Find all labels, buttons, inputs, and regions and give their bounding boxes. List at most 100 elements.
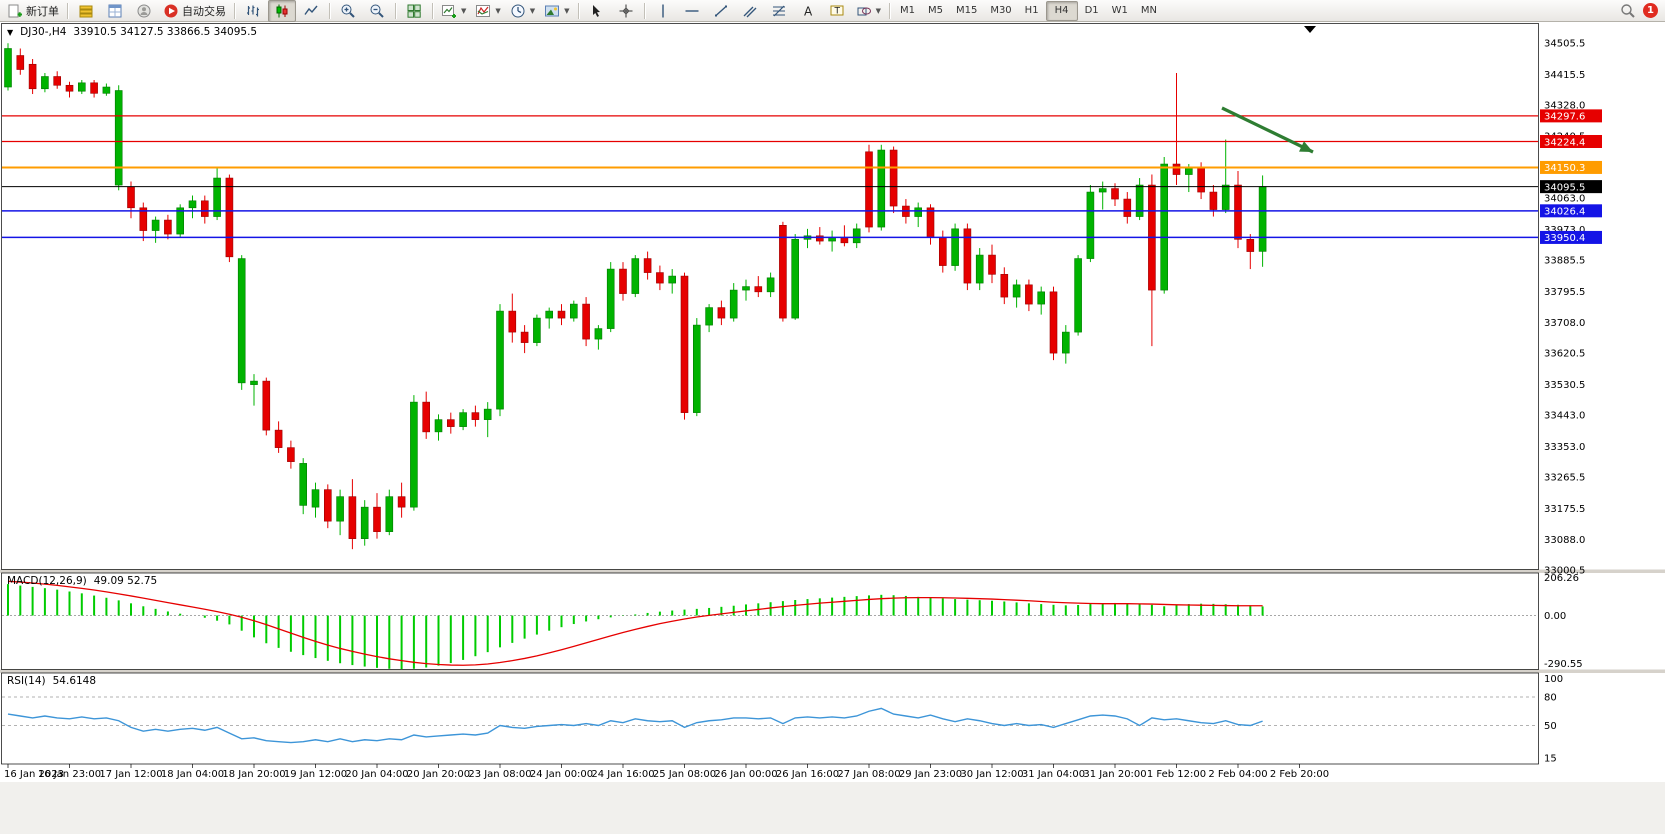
timeframe-m15[interactable]: M15 [955, 4, 978, 16]
navigator-icon [137, 4, 151, 17]
svg-text:26 Jan 00:00: 26 Jan 00:00 [714, 769, 777, 780]
svg-text:34415.5: 34415.5 [1544, 70, 1585, 81]
svg-text:33973.0: 33973.0 [1544, 225, 1585, 236]
trend-arrow[interactable] [1221, 106, 1314, 154]
candlesticks [4, 43, 1267, 550]
chart-canvas[interactable]: 34505.534415.534328.034240.534150.534063… [0, 22, 1665, 834]
bar-chart-icon [247, 5, 259, 16]
candlestick-chart-button[interactable] [268, 0, 296, 22]
svg-text:20 Jan 20:00: 20 Jan 20:00 [407, 769, 470, 780]
channel-icon [743, 6, 757, 17]
toolbar-separator [329, 2, 330, 19]
timeframe-w1[interactable]: W1 [1111, 4, 1128, 16]
line-chart-button[interactable] [297, 0, 325, 22]
price-axis[interactable] [1540, 22, 1665, 764]
search-button[interactable] [1614, 0, 1642, 22]
cursor-button[interactable] [583, 0, 611, 22]
svg-text:19 Jan 12:00: 19 Jan 12:00 [284, 769, 347, 780]
arrow-label-button[interactable]: T [823, 0, 851, 22]
autotrading-label: 自动交易 [182, 4, 226, 18]
time-axis[interactable] [0, 764, 1540, 782]
shapes-icon [857, 7, 871, 15]
timeframe-m1[interactable]: M1 [899, 4, 915, 16]
svg-text:34150.3: 34150.3 [1544, 163, 1585, 174]
zoom-out-button[interactable] [363, 0, 391, 22]
svg-text:34095.5: 34095.5 [1544, 182, 1585, 193]
toolbar-separator [888, 2, 890, 19]
fibonacci-button[interactable] [765, 0, 793, 22]
new-chart-icon [442, 4, 456, 18]
svg-text:34224.4: 34224.4 [1544, 137, 1585, 148]
svg-text:0.00: 0.00 [1544, 611, 1566, 622]
svg-text:-290.55: -290.55 [1544, 659, 1583, 670]
svg-text:2 Feb 04:00: 2 Feb 04:00 [1208, 769, 1267, 780]
toolbar-separator [234, 2, 235, 19]
timeframe-mn[interactable]: MN [1140, 4, 1157, 16]
templates-button[interactable]: ▼ [540, 0, 573, 22]
market-watch-button[interactable] [101, 0, 129, 22]
indicators-icon [476, 4, 491, 17]
main-toolbar: 新订单 自动交易 ▼ ▼ ▼ [0, 0, 1665, 22]
svg-text:31 Jan 04:00: 31 Jan 04:00 [1022, 769, 1085, 780]
svg-text:18 Jan 20:00: 18 Jan 20:00 [222, 769, 285, 780]
chart-shift-marker[interactable] [1304, 26, 1316, 33]
zoom-in-button[interactable] [334, 0, 362, 22]
svg-text:24 Jan 00:00: 24 Jan 00:00 [530, 769, 593, 780]
label-tool-icon: T [830, 5, 844, 16]
zoom-out-icon [370, 4, 384, 18]
autotrading-icon [164, 4, 178, 17]
timeframe-h4[interactable]: H4 [1045, 0, 1078, 21]
svg-text:33885.5: 33885.5 [1544, 256, 1585, 267]
symbols-button[interactable] [72, 0, 100, 22]
trendline-icon [714, 5, 727, 16]
text-button[interactable]: A [794, 0, 822, 22]
svg-text:33353.0: 33353.0 [1544, 442, 1585, 453]
toolbar-separator [643, 2, 645, 19]
autotrading-button[interactable]: 自动交易 [159, 0, 230, 22]
indicators-button[interactable]: ▼ [471, 0, 504, 22]
new-order-button[interactable]: 新订单 [3, 0, 63, 22]
svg-text:27 Jan 08:00: 27 Jan 08:00 [837, 769, 900, 780]
zoom-in-icon [341, 4, 355, 18]
svg-text:33950.4: 33950.4 [1544, 233, 1585, 244]
svg-text:T: T [833, 6, 840, 16]
tile-windows-button[interactable] [400, 0, 428, 22]
crosshair-icon [619, 4, 633, 17]
level-lines[interactable]: 34297.6 34224.4 34150.3 34095.5 34026.4 33950… [2, 109, 1602, 244]
vertical-line-button[interactable] [649, 0, 677, 22]
timeframe-m5[interactable]: M5 [927, 4, 943, 16]
dropdown-caret-icon: ▼ [564, 6, 570, 15]
svg-text:24 Jan 16:00: 24 Jan 16:00 [591, 769, 654, 780]
dropdown-caret-icon: ▼ [495, 6, 501, 15]
new-order-icon [8, 4, 22, 17]
horizontal-line-button[interactable] [678, 0, 706, 22]
bar-chart-button[interactable] [239, 0, 267, 22]
shapes-button[interactable]: ▼ [852, 0, 885, 22]
timeframe-d1[interactable]: D1 [1084, 4, 1099, 16]
tile-windows-icon [407, 4, 421, 18]
svg-text:1 Feb 12:00: 1 Feb 12:00 [1147, 769, 1206, 780]
dropdown-caret-icon: ▼ [875, 6, 881, 15]
horizontal-line-icon [685, 9, 699, 12]
macd-panel: 206.26 0.00 -290.55 [2, 573, 1583, 670]
dropdown-caret-icon: ▼ [461, 6, 467, 15]
svg-text:29 Jan 23:00: 29 Jan 23:00 [899, 769, 962, 780]
svg-text:33088.0: 33088.0 [1544, 535, 1585, 546]
navigator-button[interactable] [130, 0, 158, 22]
svg-text:26 Jan 16:00: 26 Jan 16:00 [776, 769, 839, 780]
fibonacci-icon [772, 5, 785, 16]
svg-text:33265.5: 33265.5 [1544, 473, 1585, 484]
trendline-button[interactable] [707, 0, 735, 22]
timeframe-m30[interactable]: M30 [990, 4, 1012, 16]
periods-button[interactable]: ▼ [506, 0, 539, 22]
svg-text:34063.0: 34063.0 [1544, 194, 1585, 205]
new-chart-button[interactable]: ▼ [437, 0, 470, 22]
dropdown-caret-icon: ▼ [529, 6, 536, 15]
svg-text:50: 50 [1544, 721, 1557, 732]
notification-badge[interactable]: 1 [1643, 3, 1658, 18]
svg-text:34297.6: 34297.6 [1544, 112, 1585, 123]
svg-text:17 Jan 12:00: 17 Jan 12:00 [99, 769, 162, 780]
crosshair-button[interactable] [612, 0, 640, 22]
timeframe-h1[interactable]: H1 [1024, 4, 1039, 16]
channel-button[interactable] [736, 0, 764, 22]
